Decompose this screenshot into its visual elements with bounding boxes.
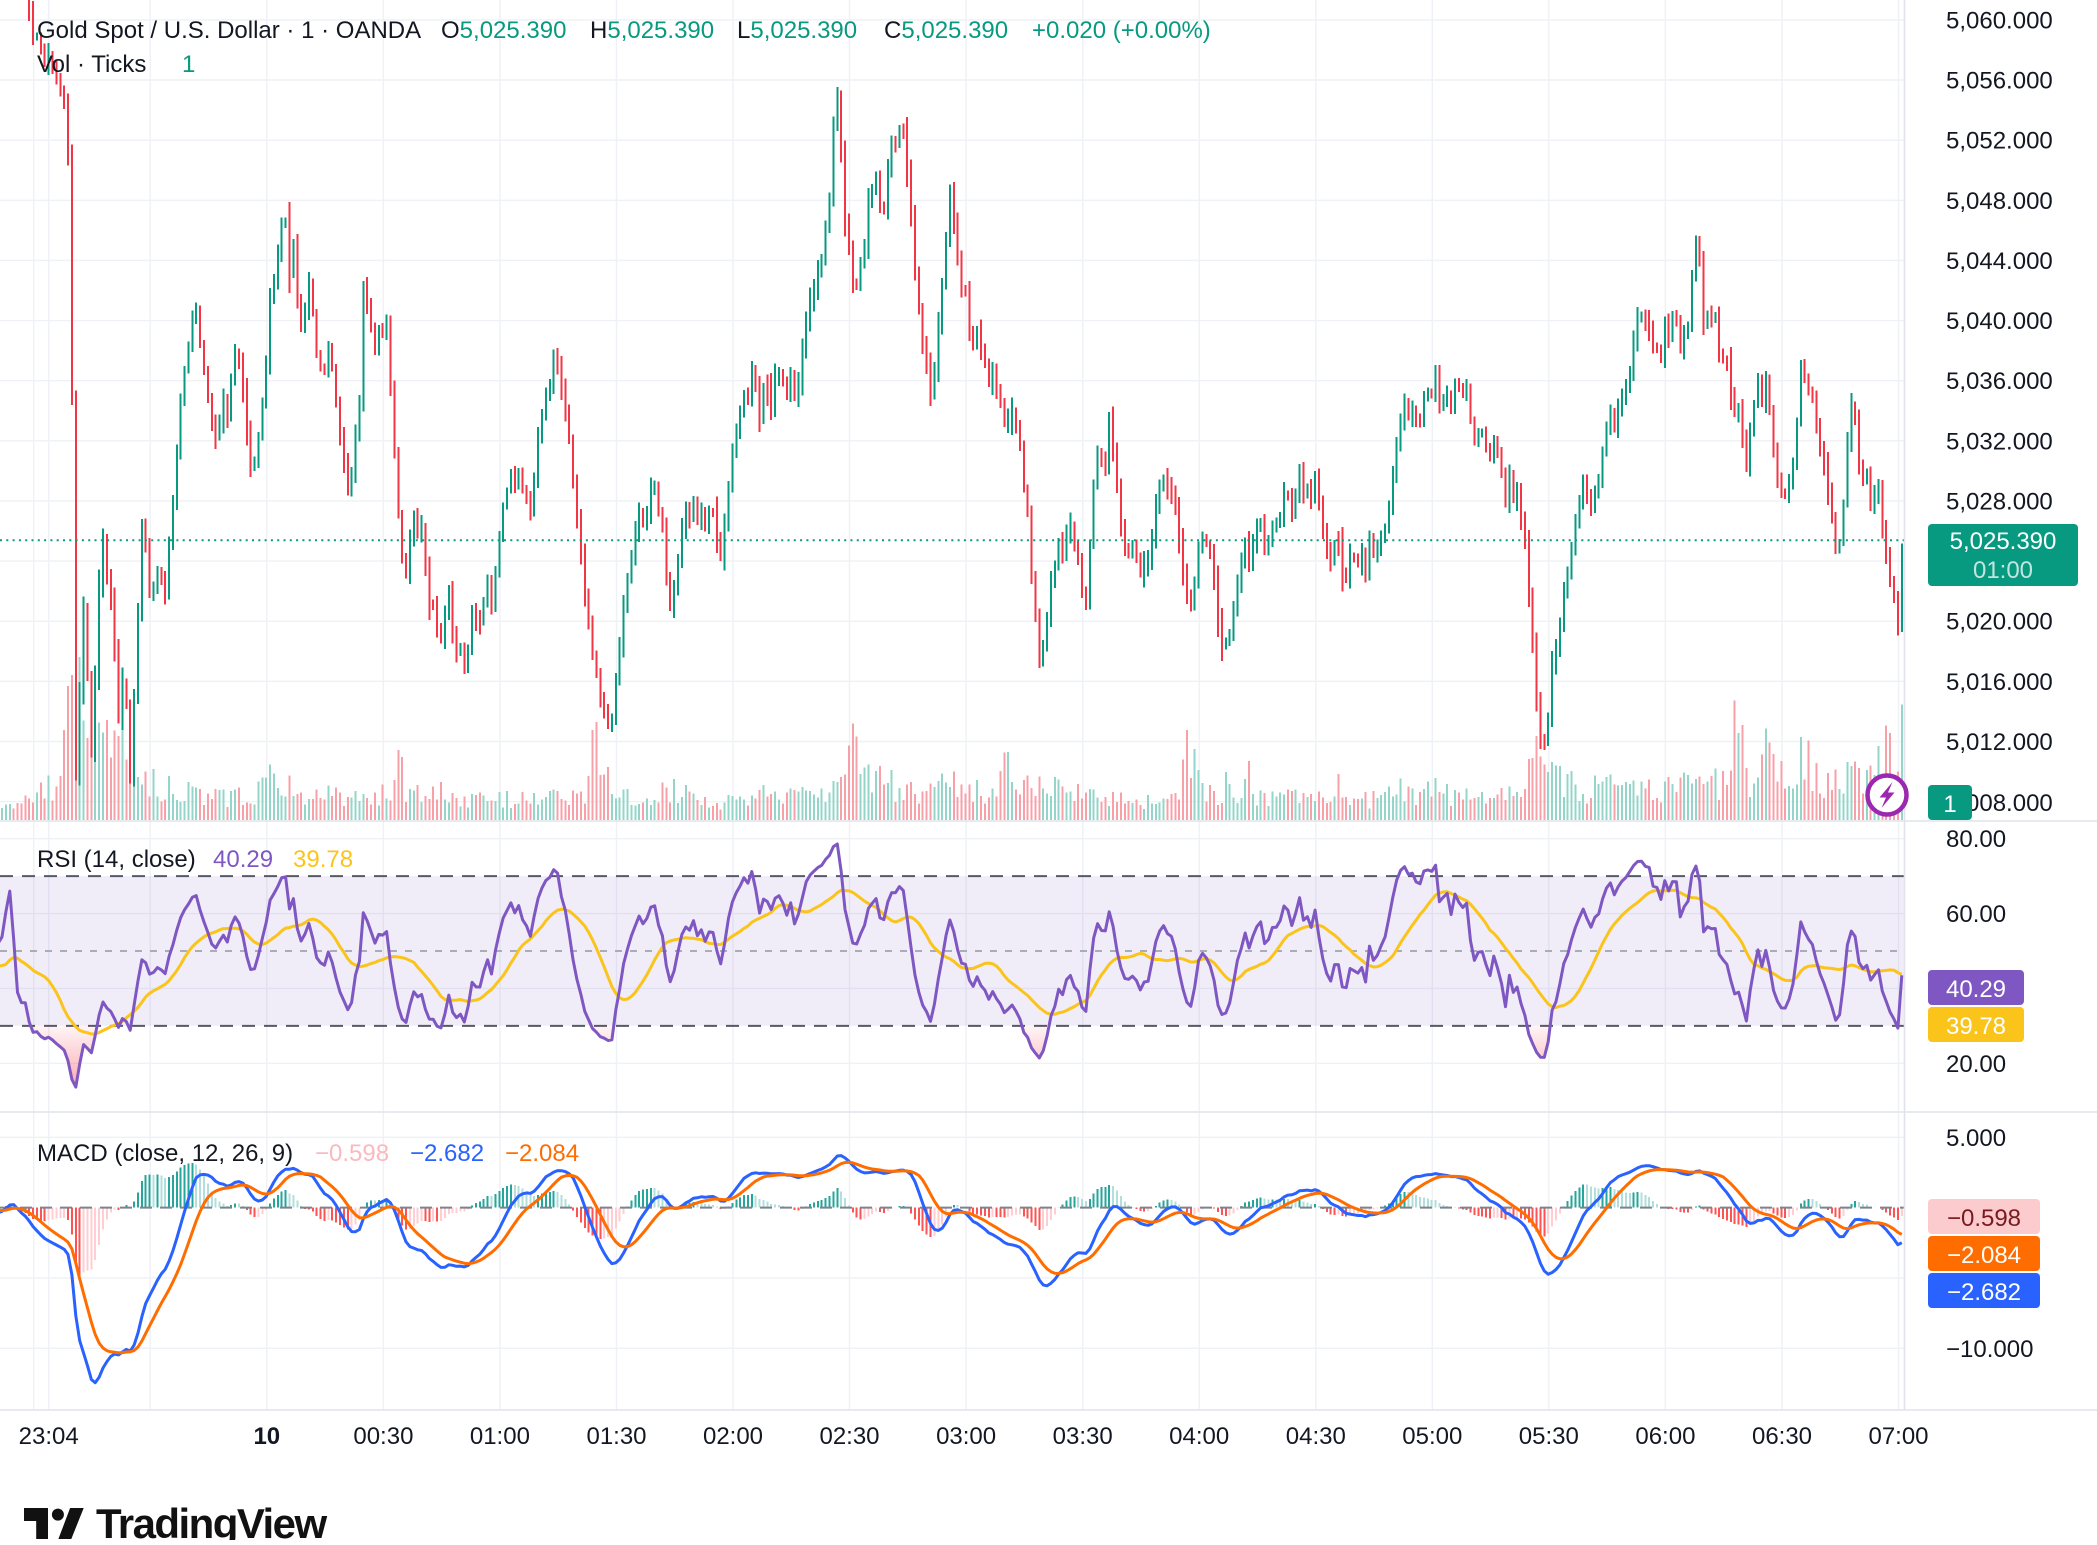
svg-text:02:30: 02:30 (819, 1423, 879, 1450)
svg-text:L5,025.390: L5,025.390 (737, 17, 857, 44)
svg-text:04:30: 04:30 (1286, 1423, 1346, 1450)
svg-text:07:00: 07:00 (1868, 1423, 1928, 1450)
svg-text:03:30: 03:30 (1053, 1423, 1113, 1450)
svg-text:39.78: 39.78 (1946, 1013, 2006, 1040)
svg-text:20.00: 20.00 (1946, 1051, 2006, 1078)
svg-text:5.000: 5.000 (1946, 1125, 2006, 1152)
svg-text:H5,025.390: H5,025.390 (590, 17, 714, 44)
svg-text:Gold Spot / U.S. Dollar · 1 ·: Gold Spot / U.S. Dollar · 1 · OANDA (37, 17, 421, 44)
svg-text:01:30: 01:30 (586, 1423, 646, 1450)
svg-text:C5,025.390: C5,025.390 (884, 17, 1008, 44)
svg-text:40.29: 40.29 (1946, 976, 2006, 1003)
svg-text:5,044.000: 5,044.000 (1946, 248, 2053, 275)
svg-text:5,012.000: 5,012.000 (1946, 729, 2053, 756)
svg-text:06:00: 06:00 (1635, 1423, 1695, 1450)
svg-text:5,028.000: 5,028.000 (1946, 488, 2053, 515)
svg-text:10: 10 (253, 1423, 280, 1450)
svg-text:03:00: 03:00 (936, 1423, 996, 1450)
svg-text:5,032.000: 5,032.000 (1946, 428, 2053, 455)
svg-text:5,020.000: 5,020.000 (1946, 609, 2053, 636)
svg-text:23:04: 23:04 (19, 1423, 79, 1450)
svg-text:06:30: 06:30 (1752, 1423, 1812, 1450)
svg-text:−2.084: −2.084 (1947, 1242, 2021, 1269)
svg-text:5,040.000: 5,040.000 (1946, 308, 2053, 335)
svg-text:−0.598: −0.598 (1947, 1205, 2021, 1232)
svg-text:−10.000: −10.000 (1946, 1336, 2033, 1363)
svg-text:02:00: 02:00 (703, 1423, 763, 1450)
svg-text:60.00: 60.00 (1946, 901, 2006, 928)
svg-text:5,056.000: 5,056.000 (1946, 68, 2053, 95)
svg-text:Vol · Ticks: Vol · Ticks (37, 51, 146, 78)
svg-text:1: 1 (1943, 791, 1956, 818)
svg-text:05:30: 05:30 (1519, 1423, 1579, 1450)
svg-text:−2.682: −2.682 (1947, 1279, 2021, 1306)
svg-text:05:00: 05:00 (1402, 1423, 1462, 1450)
svg-text:1: 1 (182, 51, 195, 78)
svg-text:00:30: 00:30 (353, 1423, 413, 1450)
svg-text:5,048.000: 5,048.000 (1946, 188, 2053, 215)
svg-text:5,016.000: 5,016.000 (1946, 669, 2053, 696)
svg-text:5,052.000: 5,052.000 (1946, 128, 2053, 155)
svg-text:5,060.000: 5,060.000 (1946, 7, 2053, 34)
svg-text:5,036.000: 5,036.000 (1946, 368, 2053, 395)
svg-text:01:00: 01:00 (470, 1423, 530, 1450)
svg-text:TradingView: TradingView (96, 1500, 327, 1540)
svg-text:04:00: 04:00 (1169, 1423, 1229, 1450)
svg-text:O5,025.390: O5,025.390 (441, 17, 566, 44)
svg-text:01:00: 01:00 (1973, 557, 2033, 584)
svg-text:80.00: 80.00 (1946, 826, 2006, 853)
svg-text:5,025.390: 5,025.390 (1950, 528, 2057, 555)
svg-text:+0.020 (+0.00%): +0.020 (+0.00%) (1032, 17, 1211, 44)
